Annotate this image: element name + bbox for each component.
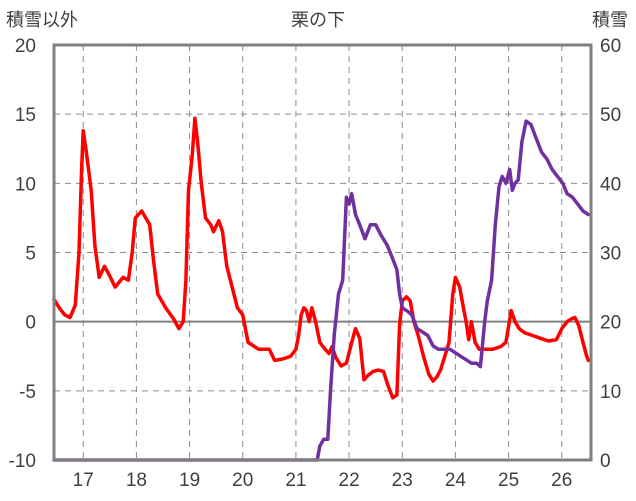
y-left-tick-label: 10 xyxy=(15,174,36,195)
x-tick-label: 17 xyxy=(73,470,94,491)
y-left-tick-label: -5 xyxy=(19,382,36,403)
y-left-tick-label: 20 xyxy=(15,36,36,57)
y-left-tick-label: 0 xyxy=(25,313,36,334)
x-tick-label: 20 xyxy=(232,470,253,491)
right-axis-title: 積雪 xyxy=(592,10,628,31)
left-axis-title: 積雪以外 xyxy=(6,10,78,31)
x-tick-label: 19 xyxy=(179,470,200,491)
y-right-tick-label: 0 xyxy=(600,451,611,472)
chart-title: 栗の下 xyxy=(291,10,345,31)
x-tick-label: 25 xyxy=(498,470,519,491)
y-left-tick-label: 5 xyxy=(25,244,36,265)
x-tick-label: 24 xyxy=(445,470,467,491)
y-right-tick-label: 40 xyxy=(600,174,621,195)
y-left-tick-label: 15 xyxy=(15,105,36,126)
x-tick-label: 26 xyxy=(551,470,572,491)
y-right-tick-label: 50 xyxy=(600,105,621,126)
plot-frame xyxy=(52,43,593,462)
x-tick-label: 21 xyxy=(285,470,306,491)
grid-lines xyxy=(54,45,591,460)
series-lines xyxy=(52,116,591,462)
y-right-tick-label: 10 xyxy=(600,382,621,403)
x-tick-label: 23 xyxy=(392,470,413,491)
y-right-tick-label: 60 xyxy=(600,36,621,57)
y-left-tick-label: -10 xyxy=(9,451,36,472)
tick-labels: -10 -5 0 5 10 15 20 0 10 20 30 40 50 60 17 18 19 20 21 22 23… xyxy=(9,36,622,491)
x-tick-label: 18 xyxy=(126,470,147,491)
y-right-tick-label: 20 xyxy=(600,313,621,334)
y-right-tick-label: 30 xyxy=(600,244,621,265)
series-line-right xyxy=(52,119,591,462)
x-tick-label: 22 xyxy=(339,470,360,491)
